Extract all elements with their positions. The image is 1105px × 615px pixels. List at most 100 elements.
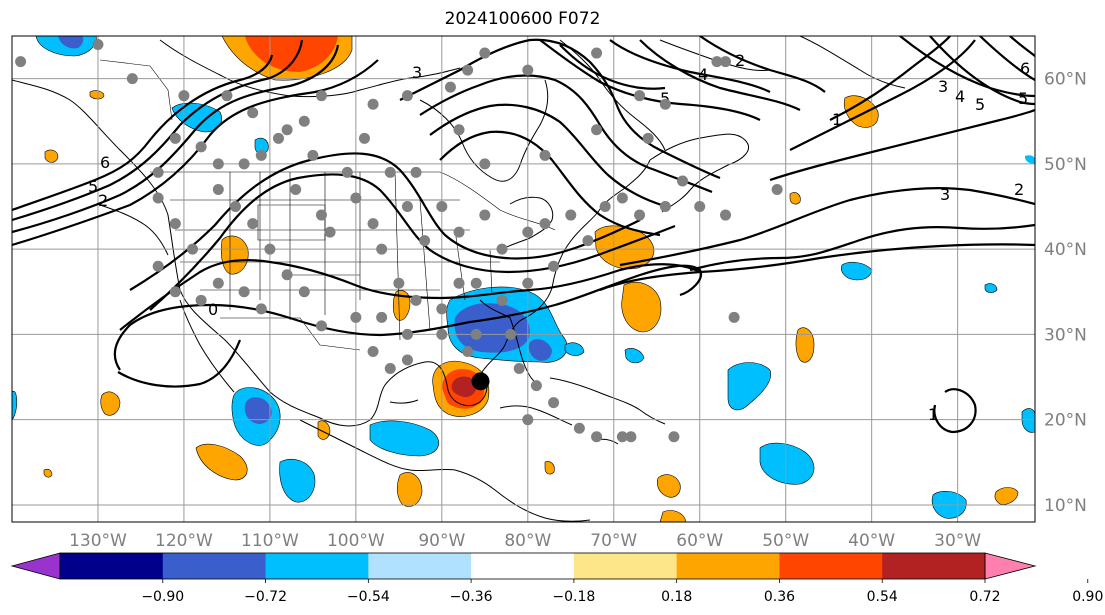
colorbar-extend-max <box>984 552 1037 580</box>
station-dot <box>668 431 680 443</box>
colorbar-extend-min <box>10 552 61 580</box>
station-dot <box>616 192 628 204</box>
station-dot <box>92 39 104 51</box>
station-dot <box>376 243 388 255</box>
contour-label: 1 <box>832 110 842 129</box>
contour-label: 2 <box>98 191 108 210</box>
station-dot <box>298 115 310 127</box>
station-dot <box>307 149 319 161</box>
station-dot <box>410 166 422 178</box>
station-dot <box>401 90 413 102</box>
station-dot <box>634 90 646 102</box>
station-dot <box>659 201 671 213</box>
station-dot <box>453 124 465 136</box>
colorbar-segment <box>882 553 986 579</box>
latitude-label: 10°N <box>1044 496 1087 516</box>
contour-label: 4 <box>955 87 965 106</box>
longitude-label: 50°W <box>762 531 809 551</box>
station-dot <box>720 56 732 68</box>
station-dot <box>195 141 207 153</box>
contour-label: 2 <box>1014 180 1024 199</box>
station-dot <box>539 218 551 230</box>
station-dot <box>212 277 224 289</box>
contour-label: 5 <box>975 95 985 114</box>
station-dot <box>272 132 284 144</box>
contour-label: 1 <box>928 405 938 424</box>
station-dot <box>384 363 396 375</box>
station-dot <box>470 277 482 289</box>
station-dot <box>599 201 611 213</box>
colorbar-level-label: −0.36 <box>450 589 493 605</box>
station-dot <box>453 226 465 238</box>
colorbar-segment <box>162 553 267 579</box>
station-dot <box>462 64 474 76</box>
station-dot <box>238 286 250 298</box>
station-dot <box>264 243 276 255</box>
longitude-labels: 130°W 120°W 110°W 100°W 90°W 80°W 70°W 60°W 50°W… <box>69 531 981 551</box>
colorbar-segment <box>368 553 472 579</box>
station-dot <box>496 294 508 306</box>
station-dot <box>462 345 474 357</box>
station-dot <box>479 209 491 221</box>
station-dot <box>548 397 560 409</box>
station-dot <box>247 107 259 119</box>
contour-label: 6 <box>100 153 110 172</box>
station-dot <box>298 286 310 298</box>
station-dot <box>453 277 465 289</box>
colorbar-level-label: 0.54 <box>867 589 898 605</box>
storm-center-marker <box>471 372 490 391</box>
station-dot <box>152 166 164 178</box>
latitude-label: 60°N <box>1044 70 1087 90</box>
station-dot <box>625 431 637 443</box>
coastlines <box>12 36 906 522</box>
station-dot <box>401 201 413 213</box>
station-dot <box>152 260 164 272</box>
station-dot <box>522 414 534 426</box>
contour-label: 4 <box>698 65 708 84</box>
station-dot <box>290 183 302 195</box>
colorbar-segment <box>60 553 164 579</box>
contour-label: 3 <box>412 63 422 82</box>
station-dot <box>247 218 259 230</box>
colorbar-level-label: 0.72 <box>969 589 1000 605</box>
station-dot <box>169 132 181 144</box>
station-dot <box>401 354 413 366</box>
longitude-label: 40°W <box>848 531 895 551</box>
latitude-labels: 10°N 20°N 30°N 40°N 50°N 60°N <box>1044 70 1087 516</box>
station-dot <box>539 149 551 161</box>
station-dot <box>187 243 199 255</box>
station-dot <box>376 311 388 323</box>
station-dot <box>711 56 723 68</box>
station-dot <box>659 98 671 110</box>
map-frame <box>11 35 1036 523</box>
colorbar-level-label: −0.72 <box>244 589 287 605</box>
station-dot <box>152 192 164 204</box>
station-dot <box>470 328 482 340</box>
station-dot <box>522 277 534 289</box>
station-dot <box>230 201 242 213</box>
longitude-label: 130°W <box>69 531 127 551</box>
station-dot <box>634 209 646 221</box>
map-title: 2024100600 F072 <box>444 9 601 29</box>
latitude-label: 20°N <box>1044 411 1087 431</box>
station-markers <box>15 39 783 443</box>
contour-label: 5 <box>660 89 670 108</box>
station-dot <box>178 90 190 102</box>
station-dot <box>530 380 542 392</box>
station-dot <box>436 328 448 340</box>
longitude-label: 80°W <box>504 531 551 551</box>
contours <box>12 36 1035 434</box>
colorbar-segment <box>265 553 369 579</box>
station-dot <box>591 124 603 136</box>
station-dot <box>367 345 379 357</box>
colorbar-level-label: −0.90 <box>141 589 184 605</box>
station-dot <box>384 166 396 178</box>
station-dot <box>582 235 594 247</box>
contour-label: 2 <box>735 51 745 70</box>
station-dot <box>479 47 491 59</box>
station-dot <box>212 158 224 170</box>
longitude-label: 120°W <box>155 531 213 551</box>
station-dot <box>513 363 525 375</box>
map-grid <box>12 36 1035 522</box>
